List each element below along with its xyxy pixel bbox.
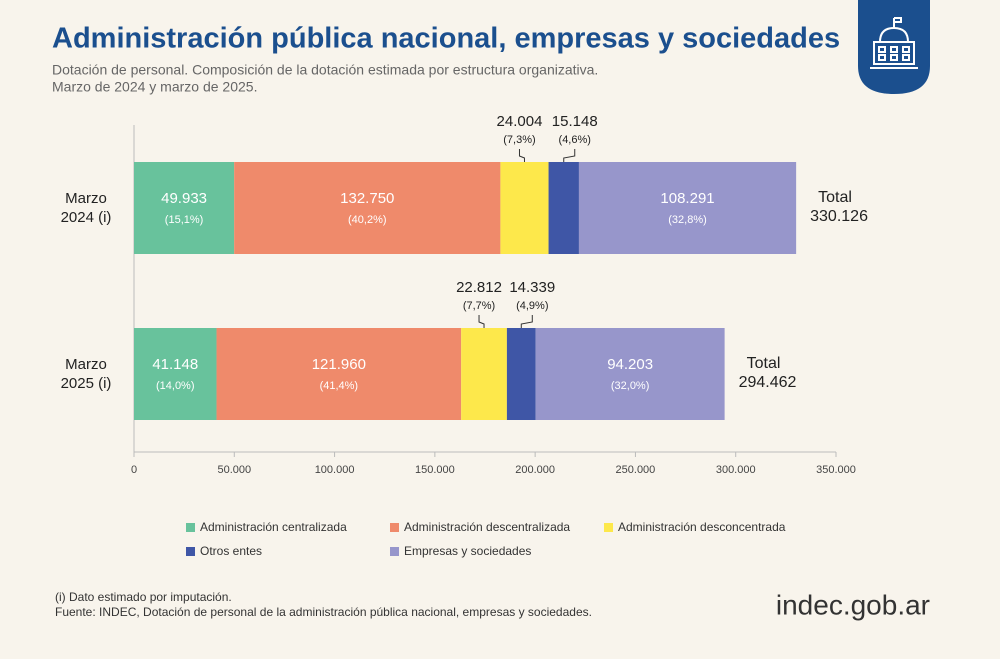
x-tick-label: 200.000 (515, 464, 555, 476)
data-label: 15.148 (552, 113, 598, 130)
share-label: (32,8%) (668, 214, 707, 226)
x-tick-label: 50.000 (217, 464, 251, 476)
bar-segment (134, 328, 217, 420)
share-label: (14,0%) (156, 380, 195, 392)
share-label: (40,2%) (348, 214, 387, 226)
bar-segment (216, 328, 462, 420)
bar-segment (134, 162, 235, 254)
share-label: (7,7%) (463, 300, 495, 312)
leader-line (563, 149, 576, 162)
legend-label: Otros entes (200, 544, 262, 558)
total-text: Total (747, 355, 781, 372)
legend-label: Empresas y sociedades (404, 544, 531, 558)
legend-label: Administración desconcentrada (618, 520, 786, 534)
data-label: 94.203 (607, 356, 653, 373)
legend-swatch (604, 523, 613, 532)
legend-swatch (390, 523, 399, 532)
data-label: 24.004 (497, 113, 543, 130)
bar-segment (500, 162, 549, 254)
bar-segment (234, 162, 501, 254)
total-label: 330.126 (810, 208, 868, 225)
bar-segment (461, 328, 507, 420)
share-label: (41,4%) (320, 380, 359, 392)
logo: indec.gob.ar (776, 589, 930, 620)
data-label: 108.291 (660, 190, 714, 207)
data-label: 121.960 (312, 356, 366, 373)
share-label: (7,3%) (503, 134, 535, 146)
x-tick-label: 350.000 (816, 464, 856, 476)
share-label: (4,6%) (559, 134, 591, 146)
x-tick-label: 250.000 (616, 464, 656, 476)
chart-title: Administración pública nacional, empresa… (52, 23, 840, 55)
y-tick-label: Marzo 2024 (i) (61, 190, 112, 226)
x-tick-label: 300.000 (716, 464, 756, 476)
share-label: (4,9%) (516, 300, 548, 312)
badge (858, 0, 930, 94)
data-label: 22.812 (456, 279, 502, 296)
total-label: 294.462 (739, 374, 797, 391)
subtitle: Dotación de personal. Composición de la … (52, 62, 598, 78)
leader-line (478, 315, 485, 328)
x-tick-label: 0 (131, 464, 137, 476)
y-tick-label: Marzo 2025 (i) (61, 356, 112, 392)
share-label: (32,0%) (611, 380, 650, 392)
total-text: Total (818, 189, 852, 206)
leader-line (518, 149, 525, 162)
legend-swatch (186, 547, 195, 556)
bar-segment (548, 162, 579, 254)
footnote: (i) Dato estimado por imputación. (55, 590, 232, 604)
subtitle: Marzo de 2024 y marzo de 2025. (52, 79, 257, 95)
x-tick-label: 100.000 (315, 464, 355, 476)
share-label: (15,1%) (165, 214, 204, 226)
source: Fuente: INDEC, Dotación de personal de l… (55, 605, 592, 619)
leader-line (520, 315, 533, 328)
bar-segment (535, 328, 725, 420)
data-label: 49.933 (161, 190, 207, 207)
legend-label: Administración descentralizada (404, 520, 570, 534)
data-label: 41.148 (152, 356, 198, 373)
legend-label: Administración centralizada (200, 520, 347, 534)
legend-swatch (186, 523, 195, 532)
data-label: 14.339 (509, 279, 555, 296)
bar-segment (578, 162, 797, 254)
data-label: 132.750 (340, 190, 394, 207)
legend-swatch (390, 547, 399, 556)
x-tick-label: 150.000 (415, 464, 455, 476)
bar-segment (506, 328, 536, 420)
